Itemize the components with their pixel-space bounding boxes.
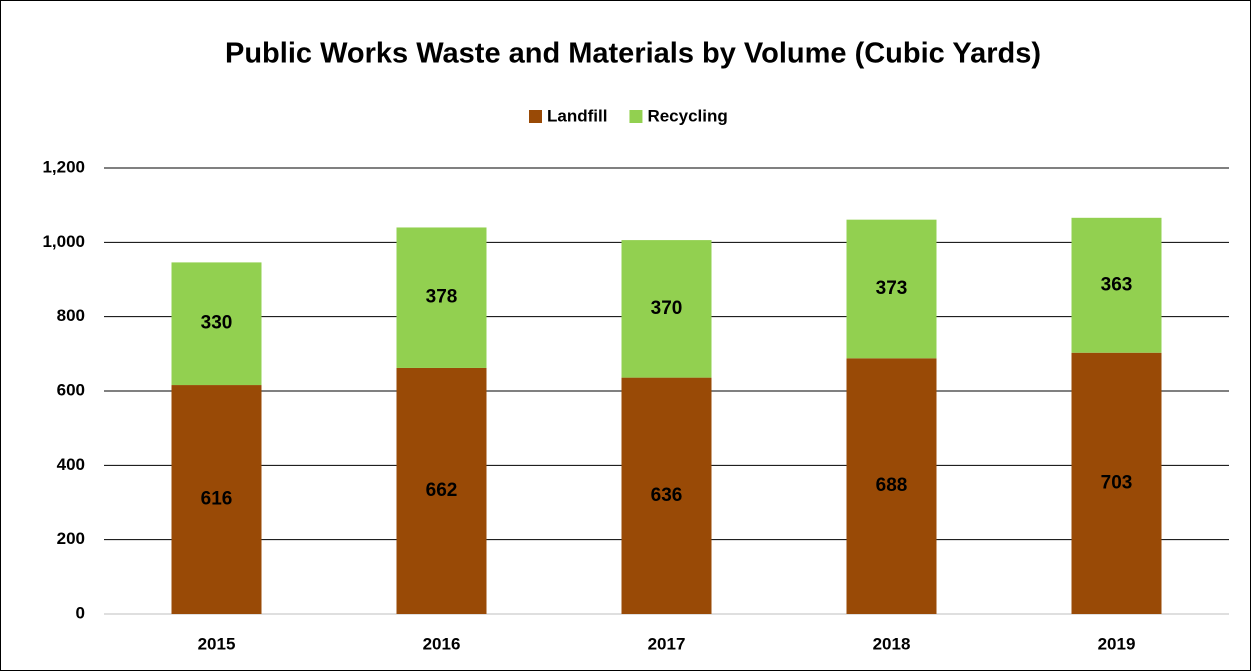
y-tick-label: 800 xyxy=(57,306,85,325)
data-label: 373 xyxy=(876,278,908,299)
x-tick-label: 2019 xyxy=(1098,634,1136,653)
legend-swatch xyxy=(629,110,643,123)
data-label: 363 xyxy=(1101,274,1133,295)
data-label: 688 xyxy=(876,475,908,496)
legend-label: Recycling xyxy=(647,106,727,125)
bar-segment xyxy=(1071,217,1162,353)
y-tick-label: 0 xyxy=(76,603,85,622)
legend-swatch xyxy=(529,110,542,123)
y-tick-label: 600 xyxy=(57,380,85,399)
x-tick-label: 2015 xyxy=(198,634,236,653)
data-label: 370 xyxy=(651,298,683,319)
y-tick-label: 400 xyxy=(57,455,85,474)
data-label: 636 xyxy=(651,485,683,506)
y-tick-label: 200 xyxy=(57,529,85,548)
bar-segment xyxy=(171,385,262,614)
x-tick-label: 2016 xyxy=(423,634,461,653)
bar-segment xyxy=(396,367,487,614)
bar-segment xyxy=(846,358,937,614)
x-tick-label: 2017 xyxy=(648,634,686,653)
bar-segment xyxy=(1071,352,1162,614)
data-label: 703 xyxy=(1101,472,1133,493)
data-label: 662 xyxy=(426,480,458,501)
data-label: 330 xyxy=(201,313,233,334)
bar-segment xyxy=(396,227,487,368)
y-tick-label: 1,000 xyxy=(42,232,85,251)
data-label: 616 xyxy=(201,489,233,510)
bar-segment xyxy=(621,240,712,378)
chart-title: Public Works Waste and Materials by Volu… xyxy=(225,38,1041,70)
data-label: 378 xyxy=(426,287,458,308)
bar-segment xyxy=(621,377,712,614)
y-tick-label: 1,200 xyxy=(42,157,85,176)
bar-segment xyxy=(846,219,937,359)
legend-label: Landfill xyxy=(547,106,607,125)
bar-segment xyxy=(171,262,262,386)
x-tick-label: 2018 xyxy=(873,634,911,653)
